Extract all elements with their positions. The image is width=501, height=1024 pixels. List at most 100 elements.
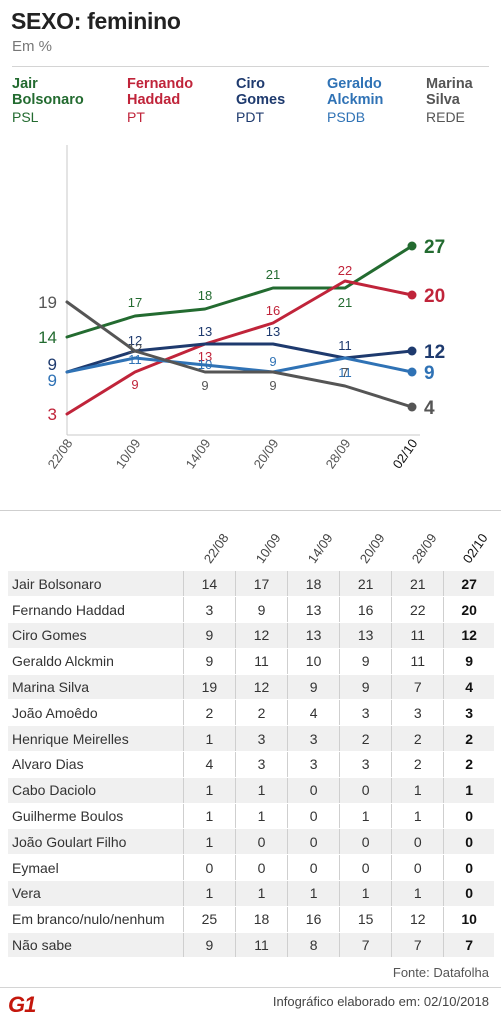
legend-name: Alckmin: [327, 92, 384, 108]
candidate-name: Não sabe: [8, 932, 184, 959]
table-row: Alvaro Dias 4 3 3 3 2 2: [8, 751, 494, 778]
table-cell: 4: [287, 699, 340, 727]
data-label: 17: [128, 295, 142, 310]
table-cell: 1: [234, 880, 288, 907]
end-point: [407, 402, 417, 412]
table-cell: 0: [287, 854, 340, 882]
table-cell: 27: [443, 571, 494, 598]
table-cell: 21: [339, 571, 392, 598]
data-label: 11: [338, 338, 352, 353]
table-cell: 9: [443, 648, 494, 675]
table-cell: 2: [443, 751, 494, 778]
table-cell: 0: [339, 828, 392, 856]
table-header: 22/08 10/09 14/09 20/09 28/09 02/10: [0, 520, 501, 570]
data-label: 11: [338, 365, 352, 380]
data-label: 13: [266, 324, 280, 339]
data-label: 7: [341, 365, 348, 380]
table-cell: 1: [234, 777, 288, 804]
table-cell: 4: [443, 674, 494, 701]
table-row: Geraldo Alckmin 9 11 10 9 11 9: [8, 648, 494, 675]
table-cell: 22: [391, 596, 444, 624]
candidate-name: Eymael: [8, 854, 184, 882]
table-cell: 2: [339, 725, 392, 753]
table-row: Guilherme Boulos 1 1 0 1 1 0: [8, 803, 494, 830]
table-row: Em branco/nulo/nenhum 25 18 16 15 12 10: [8, 906, 494, 933]
legend-name: Geraldo: [327, 76, 382, 92]
data-label: 21: [338, 295, 352, 310]
table-row: João Amoêdo 2 2 4 3 3 3: [8, 699, 494, 727]
table-cell: 8: [287, 932, 340, 959]
source-note: Fonte: Datafolha: [392, 965, 489, 980]
footer-credit: Infográfico elaborado em: 02/10/2018: [272, 994, 489, 1009]
table-cell: 20: [443, 596, 494, 624]
candidate-name: Jair Bolsonaro: [8, 571, 184, 598]
table-cell: 12: [234, 674, 288, 701]
x-tick-label: 22/08: [45, 436, 76, 471]
table-cell: 7: [443, 932, 494, 959]
table-cell: 3: [391, 699, 444, 727]
table-cell: 9: [182, 932, 236, 959]
table-cell: 0: [339, 854, 392, 882]
table-cell: 3: [182, 596, 236, 624]
top-divider: [12, 66, 489, 67]
legend-name: Gomes: [236, 92, 286, 108]
legend-name: Jair: [12, 76, 38, 92]
data-label: 13: [198, 324, 212, 339]
series-line: [65, 356, 414, 374]
table-cell: 1: [182, 803, 236, 830]
table-cell: 12: [443, 622, 494, 649]
table-cell: 2: [391, 725, 444, 753]
table-cell: 1: [287, 880, 340, 907]
data-label: 9: [269, 354, 276, 369]
table-cell: 0: [182, 854, 236, 882]
table-cell: 14: [182, 571, 236, 598]
table-cell: 2: [443, 725, 494, 753]
candidate-name: Geraldo Alckmin: [8, 648, 184, 675]
data-label: 11: [128, 352, 142, 367]
table-cell: 1: [391, 777, 444, 804]
table-row: Fernando Haddad 3 9 13 16 22 20: [8, 596, 494, 624]
table-cell: 25: [182, 906, 236, 933]
legend-party: PSDB: [327, 109, 366, 125]
data-label: 27: [424, 237, 445, 258]
table-cell: 2: [182, 699, 236, 727]
end-point: [407, 367, 417, 377]
table-cell: 9: [339, 674, 392, 701]
candidate-name: João Goulart Filho: [8, 828, 184, 856]
table-cell: 11: [391, 648, 444, 675]
data-label: 9: [48, 355, 57, 374]
table-cell: 1: [182, 880, 236, 907]
table-cell: 0: [287, 803, 340, 830]
table-cell: 13: [287, 596, 340, 624]
data-label: 9: [424, 363, 435, 384]
table-cell: 13: [339, 622, 392, 649]
table-row: Ciro Gomes 9 12 13 13 11 12: [8, 622, 494, 649]
table-cell: 10: [443, 906, 494, 933]
data-label: 12: [128, 333, 142, 348]
table-column-header: 28/09: [408, 530, 440, 566]
data-label: 10: [198, 357, 212, 372]
series-line: [65, 342, 414, 374]
table-cell: 0: [391, 828, 444, 856]
table-cell: 0: [234, 854, 288, 882]
table-cell: 1: [182, 828, 236, 856]
legend-party: REDE: [426, 109, 465, 125]
candidate-name: Marina Silva: [8, 674, 184, 701]
table-cell: 3: [234, 725, 288, 753]
line-chart: 22/08 10/09 14/09 20/09 28/09 02/10 14 17 18 21 21…: [38, 145, 445, 471]
table-row: João Goulart Filho 1 0 0 0 0 0: [8, 828, 494, 856]
table-cell: 0: [443, 880, 494, 907]
legend-item-ciro: Ciro Gomes PDT: [236, 76, 285, 125]
end-point: [407, 241, 417, 251]
table-cell: 7: [391, 674, 444, 701]
legend-name: Haddad: [127, 92, 181, 108]
table-cell: 17: [234, 571, 288, 598]
table-cell: 4: [182, 751, 236, 778]
data-label: 4: [424, 398, 435, 419]
table-cell: 3: [443, 699, 494, 727]
table-column-header: 14/09: [304, 530, 336, 566]
table-row: Não sabe 9 11 8 7 7 7: [8, 932, 494, 959]
legend-item-haddad: Fernando Haddad PT: [127, 76, 193, 125]
g1-logo: G1: [8, 992, 36, 1017]
data-label: 20: [424, 286, 445, 307]
